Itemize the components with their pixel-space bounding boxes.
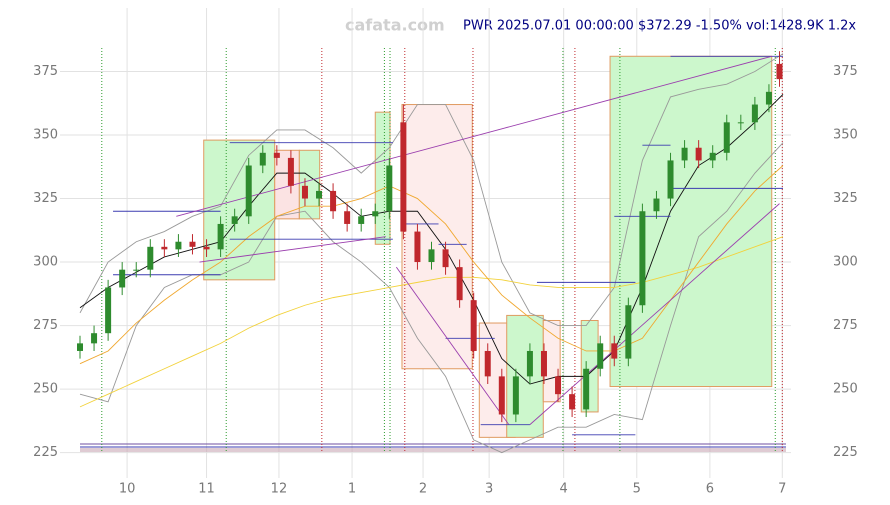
- candle-body: [77, 343, 83, 351]
- indicator-line: [79, 94, 784, 385]
- candle-body: [358, 216, 365, 224]
- candle-body: [723, 122, 730, 153]
- indicator-line: [79, 236, 784, 408]
- candle-body: [400, 122, 407, 232]
- candle-body: [428, 249, 435, 263]
- x-tick-label: 12: [271, 482, 288, 497]
- zone-box: [506, 314, 544, 438]
- y-tick-label: 225: [33, 445, 58, 460]
- candle-body: [540, 350, 547, 377]
- candle-body: [569, 394, 576, 410]
- candle-body: [203, 246, 210, 250]
- candle-body: [751, 104, 758, 123]
- candle-body: [709, 152, 716, 161]
- candle-body: [217, 223, 224, 250]
- candle-body: [245, 165, 252, 217]
- x-tick-label: 1: [348, 482, 356, 497]
- volume-strip: [80, 443, 786, 452]
- y-tick-label: 325: [33, 191, 58, 206]
- candle-body: [667, 160, 674, 199]
- trend-line: [395, 266, 510, 425]
- watermark: cafata.com: [345, 16, 445, 35]
- zone-box: [609, 55, 773, 388]
- candle-body: [316, 190, 323, 199]
- candle-body: [189, 241, 196, 247]
- candle-body: [737, 122, 744, 124]
- y-tick-label-right: 275: [833, 318, 858, 333]
- candle-body: [301, 185, 308, 199]
- candle-body: [526, 350, 533, 377]
- y-tick-label-right: 300: [833, 255, 858, 270]
- chart-title: PWR 2025.07.01 00:00:00 $372.29 -1.50% v…: [463, 19, 856, 34]
- candle-body: [105, 287, 112, 334]
- candle-body: [133, 269, 140, 271]
- candle-body: [344, 211, 351, 224]
- candle-body: [161, 246, 168, 250]
- candle-body: [555, 376, 562, 395]
- candle-body: [259, 152, 266, 166]
- y-tick-label: 300: [33, 255, 58, 270]
- y-tick-label: 250: [33, 382, 58, 397]
- candle-body: [175, 241, 182, 250]
- candle-body: [231, 216, 238, 224]
- candle-body: [583, 368, 590, 410]
- x-tick-label: 2: [419, 482, 427, 497]
- candle-body: [639, 211, 646, 306]
- y-tick-label-right: 250: [833, 382, 858, 397]
- candle-body: [287, 157, 294, 186]
- y-tick-label-right: 375: [833, 64, 858, 79]
- x-tick-label: 7: [778, 482, 786, 497]
- indicator-line: [79, 165, 784, 365]
- candle-body: [512, 376, 519, 415]
- trend-line: [529, 203, 780, 425]
- y-tick-label: 375: [33, 64, 58, 79]
- candle-body: [91, 333, 98, 344]
- y-tick-label-right: 350: [833, 128, 858, 143]
- candle-body: [695, 147, 702, 161]
- candle-body: [119, 269, 126, 288]
- candle-body: [776, 63, 783, 80]
- candle-body: [147, 246, 154, 270]
- x-tick-label: 10: [119, 482, 136, 497]
- candle-body: [484, 350, 491, 377]
- candle-body: [414, 231, 421, 263]
- indicator-line: [79, 53, 784, 327]
- y-tick-label-right: 325: [833, 191, 858, 206]
- candle-body: [386, 165, 393, 212]
- candle-body: [625, 305, 632, 359]
- y-tick-label-right: 225: [833, 445, 858, 460]
- candle-body: [681, 147, 688, 161]
- candle-body: [372, 211, 379, 217]
- x-tick-label: 6: [706, 482, 714, 497]
- trend-line: [176, 55, 772, 217]
- candle-body: [470, 300, 477, 351]
- candle-body: [611, 343, 618, 359]
- x-tick-label: 4: [560, 482, 568, 497]
- candle-body: [442, 249, 449, 268]
- candle-body: [498, 376, 505, 415]
- x-tick-label: 11: [198, 482, 215, 497]
- zone-box: [298, 149, 321, 220]
- candle-body: [765, 91, 772, 105]
- candle-body: [456, 267, 463, 301]
- candle-body: [330, 190, 337, 212]
- candle-body: [273, 152, 280, 158]
- y-tick-label: 275: [33, 318, 58, 333]
- candle-body: [597, 343, 604, 369]
- y-tick-label: 350: [33, 128, 58, 143]
- x-tick-label: 3: [485, 482, 493, 497]
- trend-line: [199, 236, 386, 263]
- candle-body: [653, 198, 660, 212]
- x-tick-label: 5: [633, 482, 641, 497]
